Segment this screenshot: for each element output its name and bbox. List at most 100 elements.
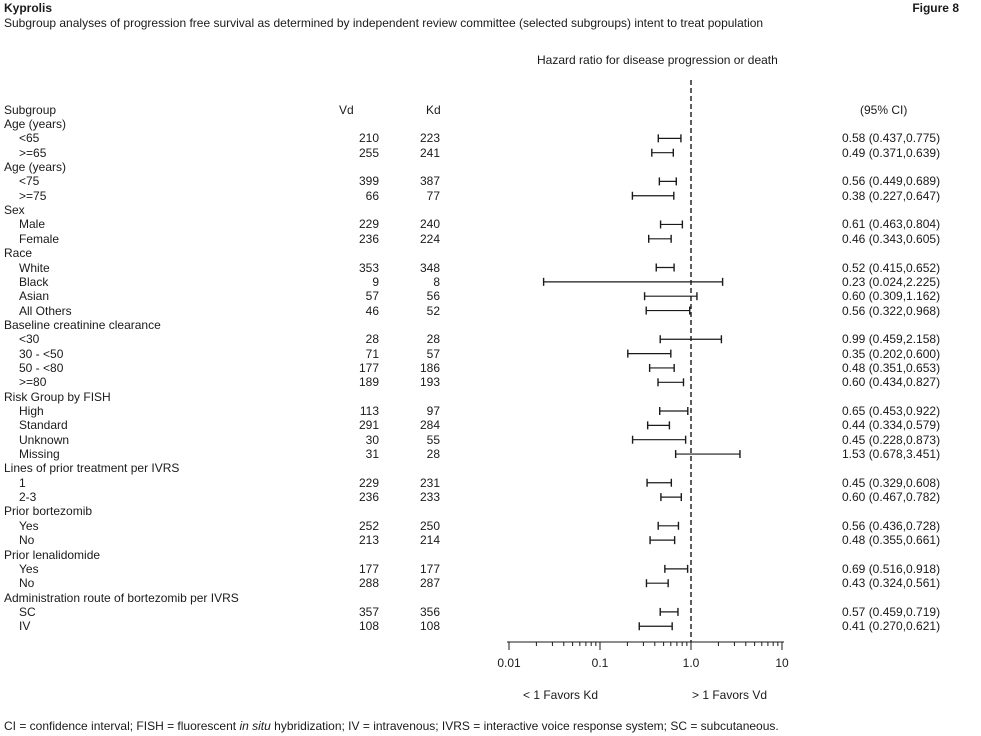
subgroup-label: White [19,260,50,275]
vd-count: 357 [358,604,379,619]
hazard-ratio-ci: 0.56 (0.322,0.968) [842,303,941,318]
kd-count: 287 [419,576,440,591]
category-label: Administration route of bortezomib per I… [4,590,239,605]
subgroup-category-row: Risk Group by FISH [0,390,981,404]
subgroup-category-row: Baseline creatinine clearance [0,318,981,332]
subgroup-row: High 113 97 0.65 (0.453,0.922) [0,404,981,418]
kd-count: 57 [426,346,440,361]
kd-count: 177 [419,561,440,576]
hazard-ratio-ci: 0.35 (0.202,0.600) [842,346,941,361]
kd-count: 193 [419,375,440,390]
vd-count: 255 [358,145,379,160]
subgroup-label: Male [19,217,46,232]
hazard-ratio-ci: 0.61 (0.463,0.804) [842,217,941,232]
kd-count: 387 [419,174,440,189]
vd-count: 229 [358,217,379,232]
footnote: CI = confidence interval; FISH = fluores… [4,719,779,733]
vd-count: 66 [365,188,379,203]
kd-count: 186 [419,360,440,375]
subgroup-category-row: Lines of prior treatment per IVRS [0,461,981,475]
vd-count: 28 [365,332,379,347]
hazard-ratio-ci: 0.99 (0.459,2.158) [842,332,941,347]
category-label: Age (years) [4,117,67,131]
kd-count: 28 [426,332,440,347]
vd-count: 353 [358,260,379,275]
subgroup-label: 30 - <50 [19,346,64,361]
x-axis-tick-label: 0.01 [497,656,521,670]
subgroup-label: Black [19,274,49,289]
subgroup-row: Asian 57 56 0.60 (0.309,1.162) [0,289,981,303]
subgroup-label: SC [19,604,36,619]
subgroup-row: Yes 252 250 0.56 (0.436,0.728) [0,519,981,533]
subgroup-row: No 213 214 0.48 (0.355,0.661) [0,533,981,547]
vd-count: 177 [358,561,379,576]
favors-vd-label: > 1 Favors Vd [692,688,768,702]
subgroup-label: Unknown [19,432,70,447]
hazard-ratio-ci: 0.60 (0.434,0.827) [842,375,941,390]
subgroup-label: Female [19,231,60,246]
kd-count: 233 [419,490,440,505]
vd-count: 399 [358,174,379,189]
kd-count: 241 [419,145,440,160]
chart-title: Hazard ratio for disease progression or … [537,53,778,67]
footnote-italic: in situ [239,719,271,733]
kd-count: 77 [426,188,440,203]
vd-count: 189 [358,375,379,390]
hazard-ratio-ci: 0.48 (0.351,0.653) [842,360,941,375]
category-label: Baseline creatinine clearance [4,317,161,332]
hazard-ratio-ci: 0.41 (0.270,0.621) [842,619,941,634]
favors-kd-label: < 1 Favors Kd [523,688,599,702]
category-label: Race [4,246,33,261]
vd-count: 71 [365,346,379,361]
subgroup-label: 2-3 [19,490,37,505]
kd-count: 55 [426,432,440,447]
vd-column-header: Vd [339,103,354,117]
hazard-ratio-ci: 0.57 (0.459,0.719) [842,604,941,619]
subgroup-category-row: Administration route of bortezomib per I… [0,591,981,605]
kd-count: 223 [419,131,440,146]
subgroup-label: >=65 [19,145,47,160]
vd-count: 30 [365,432,379,447]
subgroup-label: No [19,576,35,591]
vd-count: 57 [365,289,379,304]
kd-count: 214 [419,533,440,548]
hazard-ratio-ci: 0.58 (0.437,0.775) [842,131,941,146]
vd-count: 288 [358,576,379,591]
footnote-part2: hybridization; IV = intravenous; IVRS = … [270,719,779,733]
subgroup-row: SC 357 356 0.57 (0.459,0.719) [0,605,981,619]
hazard-ratio-ci: 0.45 (0.228,0.873) [842,432,941,447]
subgroup-row: 30 - <50 71 57 0.35 (0.202,0.600) [0,347,981,361]
subgroup-row: <75 399 387 0.56 (0.449,0.689) [0,174,981,188]
subgroup-label: Missing [19,447,60,462]
x-axis-tick-label: 0.1 [592,656,609,670]
vd-count: 46 [365,303,379,318]
hazard-ratio-ci: 0.43 (0.324,0.561) [842,576,941,591]
subgroup-label: Asian [19,289,50,304]
subgroup-category-row: Race [0,246,981,260]
subgroup-label: 1 [19,475,26,490]
hazard-ratio-ci: 1.53 (0.678,3.451) [842,447,941,462]
subgroup-row: Black 9 8 0.23 (0.024,2.225) [0,275,981,289]
hazard-ratio-ci: 0.56 (0.449,0.689) [842,174,941,189]
column-header-row: Subgroup Vd Kd (95% CI) [0,103,981,117]
vd-count: 236 [358,490,379,505]
hazard-ratio-ci: 0.56 (0.436,0.728) [842,518,941,533]
vd-count: 213 [358,533,379,548]
kd-count: 97 [426,404,440,418]
subgroup-row: 50 - <80 177 186 0.48 (0.351,0.653) [0,361,981,375]
vd-count: 177 [358,360,379,375]
subgroup-row: <65 210 223 0.58 (0.437,0.775) [0,131,981,145]
subgroup-row: >=80 189 193 0.60 (0.434,0.827) [0,375,981,389]
hazard-ratio-ci: 0.49 (0.371,0.639) [842,145,941,160]
subgroup-row: Missing 31 28 1.53 (0.678,3.451) [0,447,981,461]
subgroup-row: 2-3 236 233 0.60 (0.467,0.782) [0,490,981,504]
kd-count: 348 [419,260,440,275]
subgroup-label: 50 - <80 [19,360,64,375]
hazard-ratio-ci: 0.44 (0.334,0.579) [842,418,941,433]
vd-count: 9 [372,274,379,289]
subgroup-row: <30 28 28 0.99 (0.459,2.158) [0,332,981,346]
category-label: Prior lenalidomide [4,547,101,562]
hazard-ratio-ci: 0.45 (0.329,0.608) [842,475,941,490]
kd-column-header: Kd [426,103,441,117]
subgroup-label: >=80 [19,375,47,390]
